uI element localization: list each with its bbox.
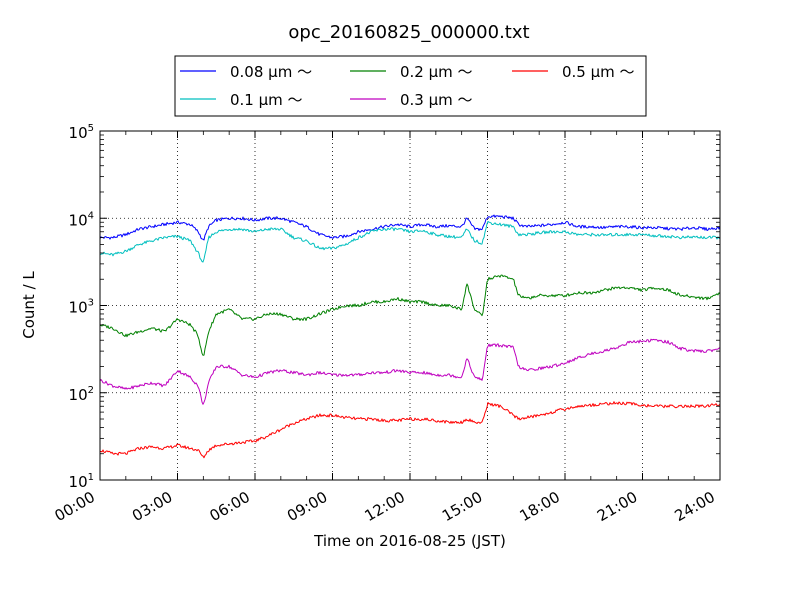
x-tick-label: 09:00 [284, 488, 330, 525]
x-tick-label: 21:00 [594, 488, 640, 525]
x-axis-label: Time on 2016-08-25 (JST) [313, 532, 506, 550]
x-tick-label: 03:00 [129, 488, 175, 525]
legend-label: 0.08 μm ～ [230, 63, 312, 81]
x-tick-label: 06:00 [207, 488, 253, 525]
x-tick-label: 00:00 [52, 488, 98, 525]
legend: 0.08 μm ～ 0.1 μm ～ 0.2 μm ～ 0.3 μm ～ 0.5 μm … [174, 55, 647, 117]
y-tick-label: 104 [69, 210, 94, 229]
chart-title: opc_20160825_000000.txt [288, 22, 529, 43]
x-tick-labels: 00:00 03:00 06:00 09:00 12:00 15:00 18:00 21:00… [52, 488, 718, 525]
y-tick-label: 103 [69, 298, 94, 317]
x-tick-label: 24:00 [672, 488, 718, 525]
y-tick-labels: 101 102 103 104 105 [69, 123, 94, 491]
grid-lines [100, 131, 720, 480]
x-tick-label: 15:00 [439, 488, 485, 525]
series-line-5 [100, 401, 721, 459]
series-layer [99, 214, 721, 459]
x-tick-label: 12:00 [362, 488, 408, 525]
series-line-4 [99, 338, 721, 405]
y-tick-label: 102 [69, 385, 94, 404]
series-line-3 [99, 274, 721, 356]
legend-box [174, 55, 647, 117]
legend-label: 0.3 μm ～ [400, 91, 473, 109]
y-axis-label: Count / L [20, 271, 38, 339]
legend-label: 0.5 μm ～ [562, 63, 635, 81]
y-tick-label: 105 [69, 123, 94, 142]
series-line-2 [100, 220, 721, 263]
legend-label: 0.2 μm ～ [400, 63, 473, 81]
x-tick-label: 18:00 [517, 488, 563, 525]
series-line-1 [99, 214, 721, 241]
legend-label: 0.1 μm ～ [230, 91, 303, 109]
axis-ticks [99, 130, 721, 481]
y-tick-label: 101 [69, 472, 94, 491]
